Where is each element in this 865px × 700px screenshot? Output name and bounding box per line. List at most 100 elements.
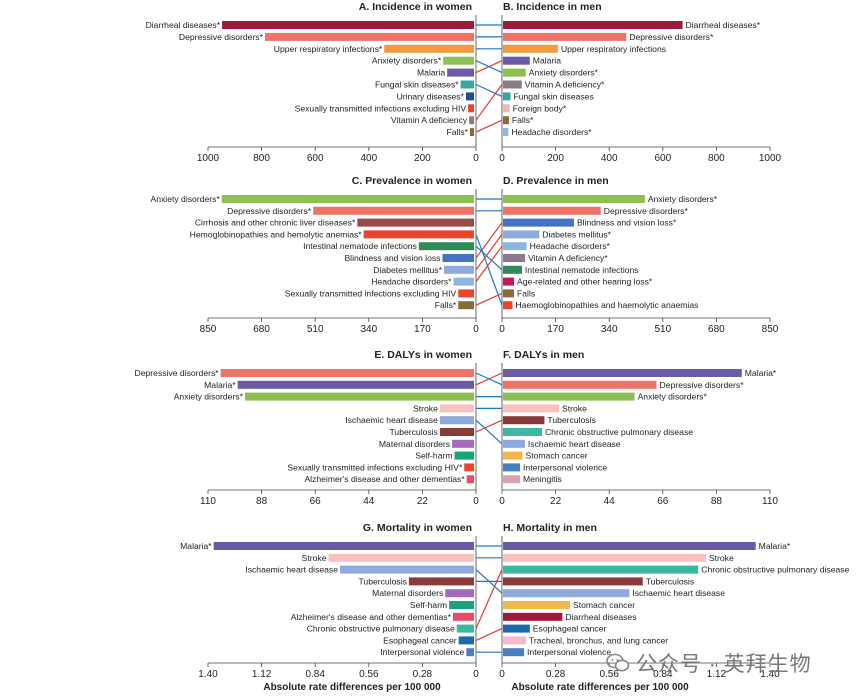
bar-H-6: [503, 612, 563, 621]
bar-label-H-4: Ischaemic heart disease: [632, 588, 725, 598]
connector-GH-7: [475, 628, 503, 641]
bar-H-7: [503, 624, 530, 633]
bar-label-D-2: Blindness and vision loss*: [577, 218, 677, 228]
bar-label-G-3: Tuberculosis: [359, 576, 407, 586]
tick-label-G-2: 0.84: [305, 669, 325, 680]
bar-label-H-5: Stomach cancer: [573, 600, 635, 610]
bar-label-B-5: Vitamin A deficiency*: [525, 80, 605, 90]
bar-A-3: [443, 56, 474, 65]
bar-label-B-8: Falls*: [512, 115, 534, 125]
bar-label-E-1: Malaria*: [204, 380, 236, 390]
bar-G-6: [452, 612, 474, 621]
bar-label-B-0: Diarrheal diseases*: [686, 20, 761, 30]
bar-E-6: [452, 439, 474, 448]
tick-label-B-0: 0: [499, 153, 505, 164]
panel-title-D: D. Prevalence in men: [503, 175, 609, 187]
bar-label-G-6: Alzheimer's disease and other dementias*: [291, 612, 452, 622]
tick-label-H-2: 0.56: [599, 669, 619, 680]
tick-label-B-3: 600: [654, 153, 671, 164]
bar-label-G-7: Chronic obstructive pulmonary disease: [307, 624, 455, 634]
bar-C-3: [363, 230, 474, 239]
tick-label-A-4: 200: [414, 153, 431, 164]
bar-label-A-0: Diarrheal diseases*: [146, 20, 221, 30]
bar-label-B-4: Anxiety disorders*: [529, 68, 599, 78]
bar-label-C-6: Diabetes mellitus*: [373, 265, 442, 275]
bar-B-2: [503, 44, 558, 53]
bar-A-9: [469, 128, 474, 137]
tick-label-A-1: 800: [253, 153, 270, 164]
bar-G-8: [458, 636, 474, 645]
bar-label-D-5: Vitamin A deficiency*: [528, 253, 608, 263]
connector-EF-4: [475, 419, 503, 433]
connector-AB-6: [475, 83, 503, 97]
bar-label-A-5: Fungal skin diseases*: [375, 80, 459, 90]
tick-label-D-4: 680: [708, 324, 725, 335]
bar-H-0: [503, 542, 756, 550]
bar-label-D-3: Diabetes mellitus*: [542, 229, 611, 239]
wechat-icon: [606, 653, 630, 672]
bar-D-6: [503, 265, 522, 274]
bar-E-5: [439, 428, 474, 436]
bar-F-1: [503, 380, 657, 389]
bar-label-H-0: Malaria*: [759, 541, 791, 551]
connector-CD-3: [475, 234, 503, 271]
tick-label-C-2: 510: [307, 324, 324, 335]
connector-CD-6: [475, 245, 503, 271]
tick-label-C-3: 340: [360, 324, 377, 335]
bar-label-C-4: Intestinal nematode infections: [303, 241, 417, 251]
bar-label-G-2: Ischaemic heart disease: [245, 565, 338, 575]
tick-label-A-5: 0: [473, 153, 479, 164]
connector-CD-2: [475, 222, 503, 259]
connector-GH-4: [475, 569, 503, 594]
bar-label-F-8: Interpersonal violence: [523, 462, 607, 472]
bar-label-A-3: Anxiety disorders*: [372, 56, 442, 66]
bar-label-H-2: Chronic obstructive pulmonary disease: [701, 565, 849, 575]
bar-label-F-7: Stomach cancer: [525, 451, 587, 461]
bar-B-8: [503, 116, 509, 125]
bar-label-B-9: Headache disorders*: [511, 127, 592, 137]
bar-D-3: [503, 230, 540, 239]
bar-C-5: [442, 254, 474, 262]
bar-label-B-3: Malaria: [533, 56, 561, 66]
bar-label-E-7: Self-harm: [415, 451, 452, 461]
bar-label-C-0: Anxiety disorders*: [150, 194, 220, 204]
bar-label-D-8: Falls: [517, 288, 535, 298]
bar-G-4: [445, 589, 474, 598]
connector-CD-8: [475, 292, 503, 306]
bar-label-F-1: Depressive disorders*: [659, 380, 744, 390]
bar-label-F-5: Chronic obstructive pulmonary disease: [545, 427, 693, 437]
bar-B-7: [503, 104, 510, 113]
bar-C-2: [357, 218, 474, 227]
connector-CD-4: [475, 245, 503, 282]
bar-F-3: [503, 404, 560, 413]
bar-label-D-0: Anxiety disorders*: [648, 194, 718, 204]
bar-E-9: [466, 475, 474, 484]
bar-label-D-7: Age-related and other hearing loss*: [517, 277, 653, 287]
bar-label-H-6: Diarrheal diseases: [565, 612, 636, 622]
bar-F-2: [503, 392, 635, 401]
bar-B-9: [503, 128, 509, 137]
bar-label-A-8: Vitamin A deficiency: [391, 115, 468, 125]
bar-E-2: [244, 392, 474, 401]
tick-label-E-5: 0: [473, 496, 479, 507]
tick-label-F-2: 44: [604, 496, 616, 507]
panel-title-A: A. Incidence in women: [359, 1, 472, 13]
bar-label-B-2: Upper respiratory infections: [561, 44, 666, 54]
bar-A-1: [264, 32, 474, 41]
connector-AB-8: [475, 119, 503, 133]
panel-GH: G. Mortality in women H. Mortality in men…: [180, 522, 849, 693]
tick-label-B-1: 200: [547, 153, 564, 164]
bar-label-B-7: Foreign body*: [513, 103, 567, 113]
bar-label-B-1: Depressive disorders*: [629, 32, 714, 42]
tick-label-D-1: 170: [547, 324, 564, 335]
connector-AB-4: [475, 60, 503, 74]
bar-F-7: [503, 451, 523, 460]
watermark-text: 公众号 · 英拜生物: [636, 653, 812, 676]
bar-F-6: [503, 439, 525, 448]
bar-A-6: [465, 92, 474, 101]
bar-label-A-1: Depressive disorders*: [179, 32, 264, 42]
tick-label-A-3: 400: [360, 153, 377, 164]
bar-C-0: [221, 195, 474, 203]
bar-A-5: [460, 80, 474, 89]
bar-label-H-7: Esophageal cancer: [533, 624, 607, 634]
